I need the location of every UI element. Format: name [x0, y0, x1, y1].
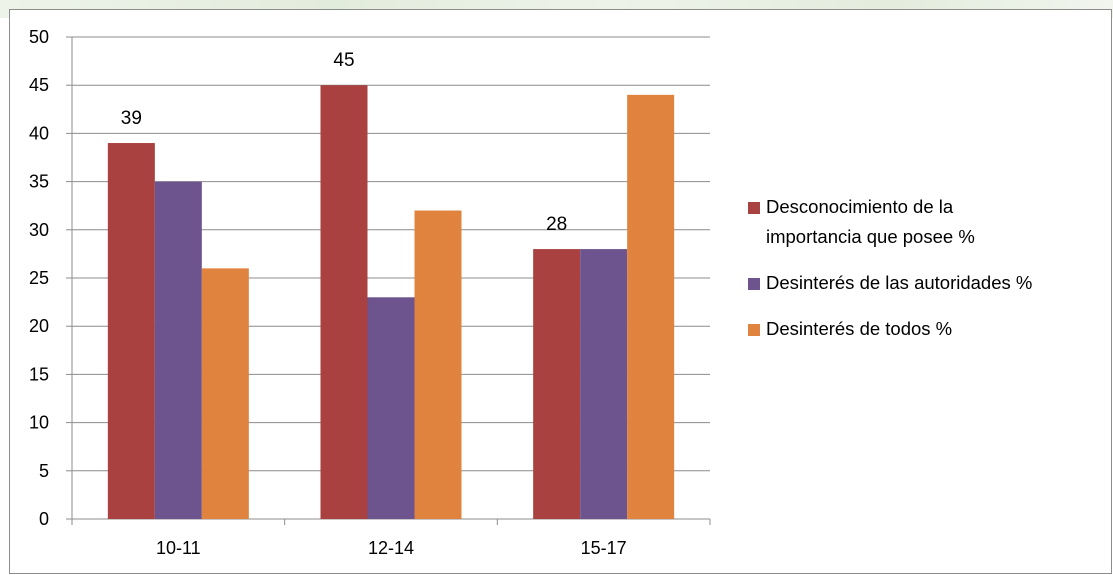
bar-10-11-series-2 — [154, 181, 202, 519]
legend-item-desinteres-autoridades: Desinterés de las autoridades % — [748, 268, 1098, 298]
y-tick-label-10: 10 — [29, 413, 49, 433]
chart-legend: Desconocimiento de la importancia que po… — [748, 192, 1098, 360]
bar-12-14-series-2 — [367, 297, 415, 519]
bar-12-14-series-3 — [414, 210, 462, 519]
bar-10-11-series-1 — [107, 143, 155, 520]
bar-15-17-series-2 — [580, 249, 628, 519]
legend-label-desinteres-autoridades: Desinterés de las autoridades % — [766, 272, 1033, 293]
x-tick-label-10-11: 10-11 — [156, 538, 201, 558]
y-tick-label-20: 20 — [29, 316, 49, 336]
bar-15-17-series-1 — [533, 249, 581, 519]
legend-item-desinteres-todos: Desinterés de todos % — [748, 314, 1098, 344]
bar-10-11-series-3 — [201, 268, 249, 519]
data-label-10-11: 39 — [121, 108, 142, 129]
legend-label-desconocimiento-line1: Desconocimiento de la — [766, 196, 954, 217]
y-tick-label-50: 50 — [29, 27, 49, 47]
y-tick-label-0: 0 — [39, 509, 49, 529]
y-tick-label-40: 40 — [29, 123, 49, 143]
legend-item-desconocimiento: Desconocimiento de la importancia que po… — [748, 192, 1098, 252]
y-tick-label-25: 25 — [29, 268, 49, 288]
data-label-15-17: 28 — [546, 214, 567, 235]
legend-swatch-desinteres-autoridades — [748, 278, 760, 290]
legend-label-desinteres-todos: Desinterés de todos % — [766, 318, 953, 339]
y-tick-label-35: 35 — [29, 172, 49, 192]
y-tick-label-30: 30 — [29, 220, 49, 240]
legend-label-desconocimiento-line2: importancia que posee % — [766, 226, 975, 247]
y-tick-label-5: 5 — [39, 461, 49, 481]
legend-swatch-desinteres-todos — [748, 324, 760, 336]
data-label-12-14: 45 — [333, 50, 354, 71]
x-tick-label-15-17: 15-17 — [581, 538, 627, 558]
x-tick-label-12-14: 12-14 — [368, 538, 414, 558]
legend-swatch-desconocimiento — [748, 202, 760, 214]
bar-15-17-series-3 — [627, 94, 675, 519]
bar-12-14-series-1 — [320, 85, 368, 519]
y-tick-label-45: 45 — [29, 75, 49, 95]
y-tick-label-15: 15 — [29, 364, 49, 384]
